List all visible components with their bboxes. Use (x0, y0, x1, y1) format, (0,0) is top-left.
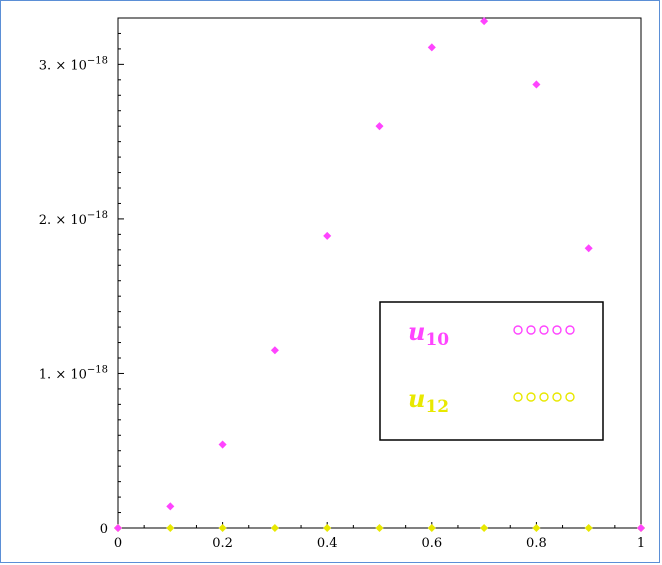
legend-marker-u10 (565, 325, 575, 335)
legend-box (379, 301, 604, 441)
x-tick-label: 1 (637, 536, 645, 551)
data-point-u10 (218, 440, 227, 449)
plot-box (117, 17, 642, 529)
tick-labels: 0 0.2 0.4 0.6 0.8 1 0 1. × 10−18 2. × 10−18 3. × … (39, 55, 645, 551)
legend-marker-u12 (565, 392, 575, 402)
y-tick-label: 1. × 10−18 (39, 364, 108, 382)
data-point-u10 (113, 523, 123, 533)
data-point-u12 (166, 523, 175, 533)
y-tick-label: 3. × 10−18 (39, 55, 108, 73)
data-point-u12 (323, 523, 332, 533)
legend-marker-u10 (526, 325, 536, 335)
legend-marker-u12 (539, 392, 549, 402)
data-point-u10 (532, 80, 541, 89)
data-point-u12 (427, 523, 436, 533)
data-point-u12 (480, 523, 489, 533)
legend-marker-u10 (539, 325, 549, 335)
data-points (113, 17, 646, 533)
x-tick-label: 0.4 (317, 536, 338, 551)
legend-label-u12: u12 (408, 384, 449, 417)
y-tick-label: 0 (100, 522, 108, 537)
x-tick-label: 0 (114, 536, 122, 551)
x-tick-label: 0.2 (212, 536, 233, 551)
data-point-u10 (323, 231, 332, 240)
data-point-u10 (636, 523, 646, 533)
x-tick-label: 0.8 (526, 536, 547, 551)
legend-marker-u10 (552, 325, 562, 335)
legend-marker-u12 (526, 392, 536, 402)
data-point-u12 (218, 523, 227, 533)
data-point-u10 (375, 122, 384, 131)
data-point-u10 (427, 43, 436, 52)
y-tick-label: 2. × 10−18 (39, 210, 108, 228)
legend-label-u10: u10 (408, 317, 449, 350)
legend-marker-u10 (513, 325, 523, 335)
data-point-u10 (270, 346, 279, 355)
data-point-u12 (270, 523, 279, 533)
data-point-u12 (532, 523, 541, 533)
legend-marker-u12 (513, 392, 523, 402)
data-point-u10 (480, 17, 489, 26)
legend: u10 u12 (379, 301, 604, 441)
data-point-u12 (375, 523, 384, 533)
x-tick-label: 0.6 (421, 536, 442, 551)
data-point-u10 (584, 244, 593, 253)
legend-marker-u12 (552, 392, 562, 402)
data-point-u10 (166, 502, 175, 511)
axes (117, 17, 642, 529)
data-point-u12 (584, 523, 593, 533)
